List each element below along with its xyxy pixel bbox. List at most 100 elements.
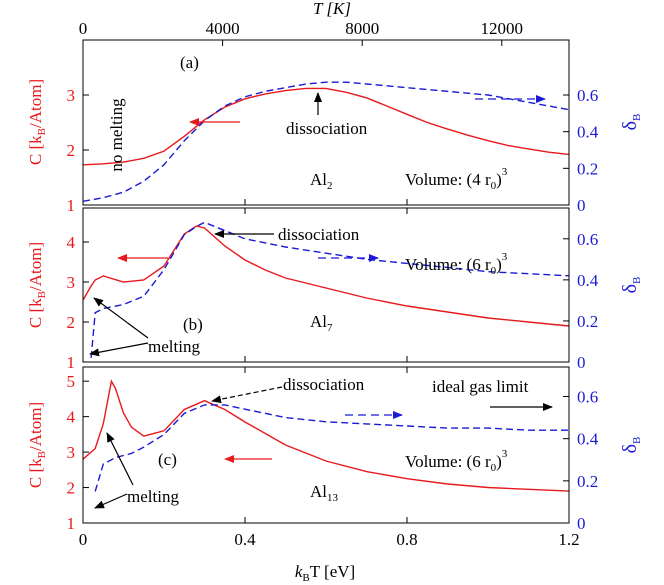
x2-tick-label: 12000 <box>481 19 524 38</box>
y2-tick-label: 0.6 <box>577 388 598 407</box>
system-part: Al <box>310 482 327 501</box>
system-sub: 2 <box>327 180 333 192</box>
volume-sub: 0 <box>491 265 497 277</box>
system-part: Al <box>310 312 327 331</box>
y-label-sub: B <box>36 291 48 298</box>
y-tick-label: 3 <box>67 273 76 292</box>
volume-part: ) <box>496 452 502 471</box>
y-tick-label: 2 <box>67 313 76 332</box>
annotation: melting <box>148 337 200 356</box>
y2-label-part: δ <box>619 444 641 453</box>
y-tick-label: 4 <box>67 233 76 252</box>
y2-tick-label: 0 <box>577 514 586 533</box>
volume-sup: 3 <box>502 166 508 178</box>
panel: 1 2 3 4 0 0.2 0.4 0.6 <box>67 207 599 372</box>
y-label-part: C [k <box>26 298 45 328</box>
annotation: no melting <box>107 98 126 172</box>
volume-sup: 3 <box>502 448 508 460</box>
annotation: dissociation <box>278 225 360 244</box>
arrow <box>211 386 283 404</box>
y2-tick-label: 0.4 <box>577 123 599 142</box>
x-tick-label: 0.8 <box>396 530 417 549</box>
frame <box>82 39 570 206</box>
top-axis-label: T [K] <box>313 0 351 18</box>
volume-part: Volume: (6 r <box>405 255 491 274</box>
y-axis-label: C [kB/Atom] <box>26 79 48 165</box>
panel-label: (b) <box>183 315 203 334</box>
volume-label: Volume: (6 r0)3 <box>405 448 508 474</box>
y2-label-part: δ <box>619 121 641 130</box>
annotations-c: dissociation ideal gas limit (c) Volume:… <box>94 375 553 509</box>
y2-tick-label: 0.2 <box>577 159 598 178</box>
y2-axis-label: δB <box>619 277 643 294</box>
y-tick-label: 3 <box>67 86 76 105</box>
y-tick-label: 1 <box>67 196 76 215</box>
y-tick-label: 2 <box>67 479 76 498</box>
y-label-part: /Atom] <box>26 402 45 451</box>
data-line <box>90 221 569 358</box>
frame <box>82 366 570 524</box>
annotation: dissociation <box>283 375 365 394</box>
arrow <box>93 297 149 339</box>
annotation: ideal gas limit <box>432 377 529 396</box>
y-tick-label: 4 <box>67 408 76 427</box>
y-axis-label: C [kB/Atom] <box>26 242 48 328</box>
system-label: Al2 <box>310 170 333 192</box>
data-line <box>83 379 569 492</box>
x2-tick-label: 8000 <box>345 19 379 38</box>
volume-sub: 0 <box>491 180 497 192</box>
annotation: dissociation <box>286 119 368 138</box>
panel: 1 2 3 4 5 0 0.2 0.4 0.6 0 0.4 0.8 1.2 <box>67 366 599 549</box>
y2-axis-label: δB <box>619 437 643 454</box>
volume-part: ) <box>496 170 502 189</box>
panel-label: (a) <box>180 53 199 72</box>
volume-part: Volume: (6 r <box>405 452 491 471</box>
data-layer <box>83 379 569 492</box>
x-label-part: T [eV] <box>310 562 355 581</box>
y-axis-label: C [kB/Atom] <box>26 402 48 488</box>
system-label: Al13 <box>310 482 339 504</box>
y-tick-label: 1 <box>67 353 76 372</box>
y-tick-label: 2 <box>67 141 76 160</box>
x-label-sub: B <box>302 572 309 584</box>
y2-tick-label: 0.2 <box>577 312 598 331</box>
volume-sub: 0 <box>491 462 497 474</box>
data-line <box>83 225 569 327</box>
data-layer <box>83 221 569 358</box>
y2-tick-label: 0.2 <box>577 472 598 491</box>
y-tick-label: 3 <box>67 443 76 462</box>
y2-label-part: δ <box>619 284 641 293</box>
y-label-part: C [k <box>26 458 45 488</box>
y-tick-label: 5 <box>67 372 76 391</box>
system-sub: 13 <box>327 492 339 504</box>
x2-tick-label: 0 <box>79 19 88 38</box>
y2-label-sub: B <box>631 114 643 121</box>
y-label-sub: B <box>36 451 48 458</box>
y2-tick-label: 0 <box>577 353 586 372</box>
y2-tick-label: 0 <box>577 196 586 215</box>
x-tick-label: 0 <box>79 530 88 549</box>
volume-label: Volume: (6 r0)3 <box>405 251 508 277</box>
x-axis-label: kBT [eV] <box>295 562 355 584</box>
y2-label-sub: B <box>631 277 643 284</box>
arrow <box>106 432 134 486</box>
y-label-part: /Atom] <box>26 79 45 128</box>
x-tick-label: 1.2 <box>558 530 579 549</box>
y2-tick-label: 0.4 <box>577 271 599 290</box>
y2-label-sub: B <box>631 437 643 444</box>
annotation: melting <box>127 487 179 506</box>
system-part: Al <box>310 170 327 189</box>
arrow <box>89 342 149 357</box>
volume-part: Volume: (4 r <box>405 170 491 189</box>
system-sub: 7 <box>327 322 333 334</box>
frame <box>82 207 570 363</box>
y-label-sub: B <box>36 128 48 135</box>
x-tick-label: 0.4 <box>234 530 256 549</box>
annotations-a: (a) no melting dissociation Al2 Volume: … <box>107 53 546 192</box>
y-label-part: C [k <box>26 135 45 165</box>
volume-sup: 3 <box>502 251 508 263</box>
y2-axis-label: δB <box>619 114 643 131</box>
